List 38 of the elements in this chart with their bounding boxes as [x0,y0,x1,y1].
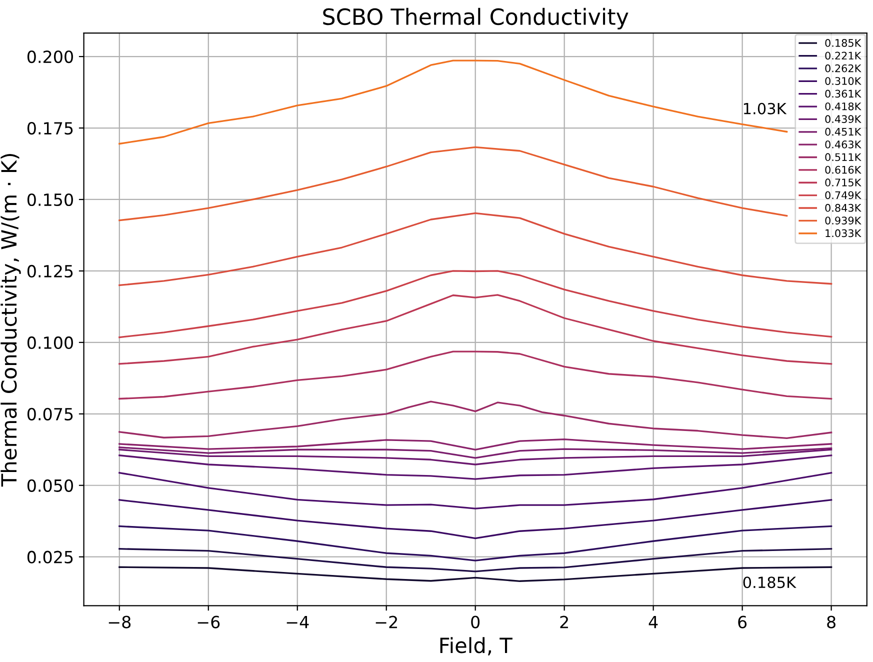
y-tick-label: 0.150 [27,193,73,206]
y-tick-label: 0.100 [27,336,73,349]
x-tick-label: 2 [560,616,568,628]
legend-label: 0.463K [825,140,862,148]
y-axis-title: Thermal Conductivity, W/(m ⋅ K) [0,154,21,487]
y-tick-label: 0.200 [27,50,73,64]
legend-label: 0.715K [825,178,862,186]
y-tick-label: 0.075 [27,408,73,420]
annotation: 0.185K [743,576,796,588]
legend-label: 0.439K [825,115,862,124]
chart-title: SCBO Thermal Conductivity [323,8,628,30]
y-tick-label: 0.125 [27,264,73,278]
x-tick-label: −2 [376,616,397,628]
legend-label: 0.451K [825,128,862,136]
legend-label: 0.511K [825,153,862,162]
y-tick-label: 0.050 [27,479,73,492]
x-tick-label: −8 [108,616,131,628]
x-tick-label: −4 [286,616,309,628]
legend-label: 0.221K [825,52,862,60]
x-tick-label: −6 [198,616,220,628]
legend-label: 0.185K [825,39,862,47]
x-tick-label: 6 [738,616,747,628]
x-tick-label: 0 [471,616,480,628]
legend-label: 0.262K [825,64,862,72]
legend-label: 1.033K [826,229,862,238]
legend-label: 0.310K [825,77,862,85]
legend-label: 0.418K [825,102,862,110]
x-tick-label: 4 [648,616,658,628]
legend-label: 0.843K [825,204,862,212]
x-axis-title: Field, T [440,637,512,656]
legend-label: 0.616K [825,166,862,174]
y-tick-label: 0.175 [27,122,73,135]
y-tick-label: 0.025 [27,550,73,564]
annotation: 1.03K [744,102,787,114]
legend-label: 0.749K [825,191,862,200]
legend-label: 0.361K [825,90,862,98]
x-tick-label: 8 [827,616,836,628]
legend-label: 0.939K [825,216,862,224]
